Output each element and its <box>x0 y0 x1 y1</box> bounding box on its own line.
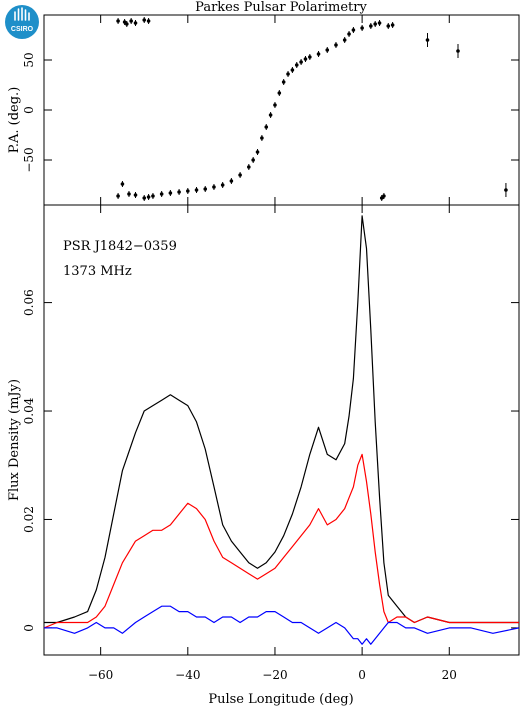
pa-point-10 <box>133 193 138 197</box>
flux-xtick-label-4: 20 <box>442 668 457 682</box>
pa-point-42 <box>342 38 347 42</box>
pa-frame <box>43 14 520 206</box>
pa-point-46 <box>369 24 373 28</box>
pa-point-20 <box>212 185 216 189</box>
pa-point-19 <box>203 187 208 191</box>
pa-ytick-label-1: 0 <box>22 106 36 114</box>
pa-point-40 <box>325 48 330 52</box>
pa-point-31 <box>277 91 282 95</box>
pa-point-0 <box>116 19 120 23</box>
pa-point-16 <box>177 190 181 194</box>
csiro-logo: CSIRO <box>5 5 39 39</box>
chart-title: Parkes Pulsar Polarimetry <box>195 0 367 15</box>
pa-point-38 <box>308 55 312 59</box>
pa-point-12 <box>146 195 151 199</box>
pa-point-29 <box>268 113 273 117</box>
pa-point-18 <box>194 188 199 192</box>
pa-point-44 <box>351 28 356 32</box>
pa-point-14 <box>159 192 164 196</box>
pa-point-15 <box>168 191 173 195</box>
pa-point-54 <box>456 49 460 53</box>
linear-polarization-line <box>43 453 519 629</box>
pa-point-47 <box>373 22 377 26</box>
flux-ytick-label-1: 0.02 <box>22 506 36 533</box>
pa-point-43 <box>347 32 351 36</box>
pa-point-9 <box>127 192 131 196</box>
pa-point-33 <box>286 72 290 76</box>
flux-xtick-label-3: 0 <box>358 668 366 682</box>
pa-point-6 <box>146 19 151 23</box>
pa-point-26 <box>255 150 260 154</box>
pa-point-30 <box>273 103 277 107</box>
flux-ytick-label-3: 0.06 <box>22 289 36 316</box>
pa-point-5 <box>142 18 147 22</box>
flux-ytick-label-2: 0.04 <box>22 397 36 424</box>
pa-point-22 <box>229 179 234 183</box>
pa-point-23 <box>238 173 242 177</box>
pa-ytick-label-0: −50 <box>22 147 36 172</box>
pa-point-21 <box>220 183 225 187</box>
pa-point-8 <box>120 182 125 186</box>
flux-xtick-label-0: −60 <box>88 668 113 682</box>
circular-polarization-line <box>44 605 520 645</box>
pa-point-17 <box>186 189 190 193</box>
logo-text: CSIRO <box>11 26 34 33</box>
pa-point-41 <box>334 43 338 47</box>
pa-point-27 <box>260 136 264 140</box>
pa-point-11 <box>142 196 147 200</box>
pa-point-50 <box>382 194 386 198</box>
annotation-frequency: 1373 MHz <box>63 264 132 279</box>
pa-point-24 <box>247 165 251 169</box>
pa-point-2 <box>124 22 129 26</box>
pa-point-48 <box>377 21 382 25</box>
flux-xtick-label-2: −20 <box>262 668 287 682</box>
pa-point-55 <box>504 188 508 192</box>
pa-point-25 <box>251 158 255 162</box>
pa-panel: −50 0 50 <box>22 14 520 206</box>
flux-panel: 0 0.02 0.04 0.06 −60 −40 −20 0 20 <box>22 204 520 682</box>
pa-point-45 <box>360 26 364 30</box>
flux-xtick-label-1: −40 <box>175 668 200 682</box>
pa-point-35 <box>294 63 299 67</box>
pa-point-28 <box>264 125 269 129</box>
bottom-y-axis-label: Flux Density (mJy) <box>7 379 22 501</box>
pa-point-34 <box>290 68 295 72</box>
pa-ytick-label-2: 50 <box>22 52 36 67</box>
pa-point-37 <box>303 57 308 61</box>
pa-point-3 <box>129 19 133 23</box>
annotation-pulsar-name: PSR J1842−0359 <box>63 239 177 254</box>
flux-ytick-label-0: 0 <box>22 624 36 632</box>
pa-point-36 <box>299 60 303 64</box>
x-axis-label: Pulse Longitude (deg) <box>208 692 353 707</box>
flux-frame <box>43 204 520 656</box>
pa-point-7 <box>116 194 120 198</box>
pa-point-39 <box>316 52 321 56</box>
top-y-axis-label: P.A. (deg.) <box>7 87 22 154</box>
pa-point-51 <box>386 24 391 28</box>
total-intensity-line <box>44 215 519 624</box>
pa-point-52 <box>390 23 395 27</box>
pa-point-53 <box>425 38 430 42</box>
pa-point-13 <box>151 194 155 198</box>
pa-point-32 <box>281 80 286 84</box>
pa-point-4 <box>133 21 138 25</box>
